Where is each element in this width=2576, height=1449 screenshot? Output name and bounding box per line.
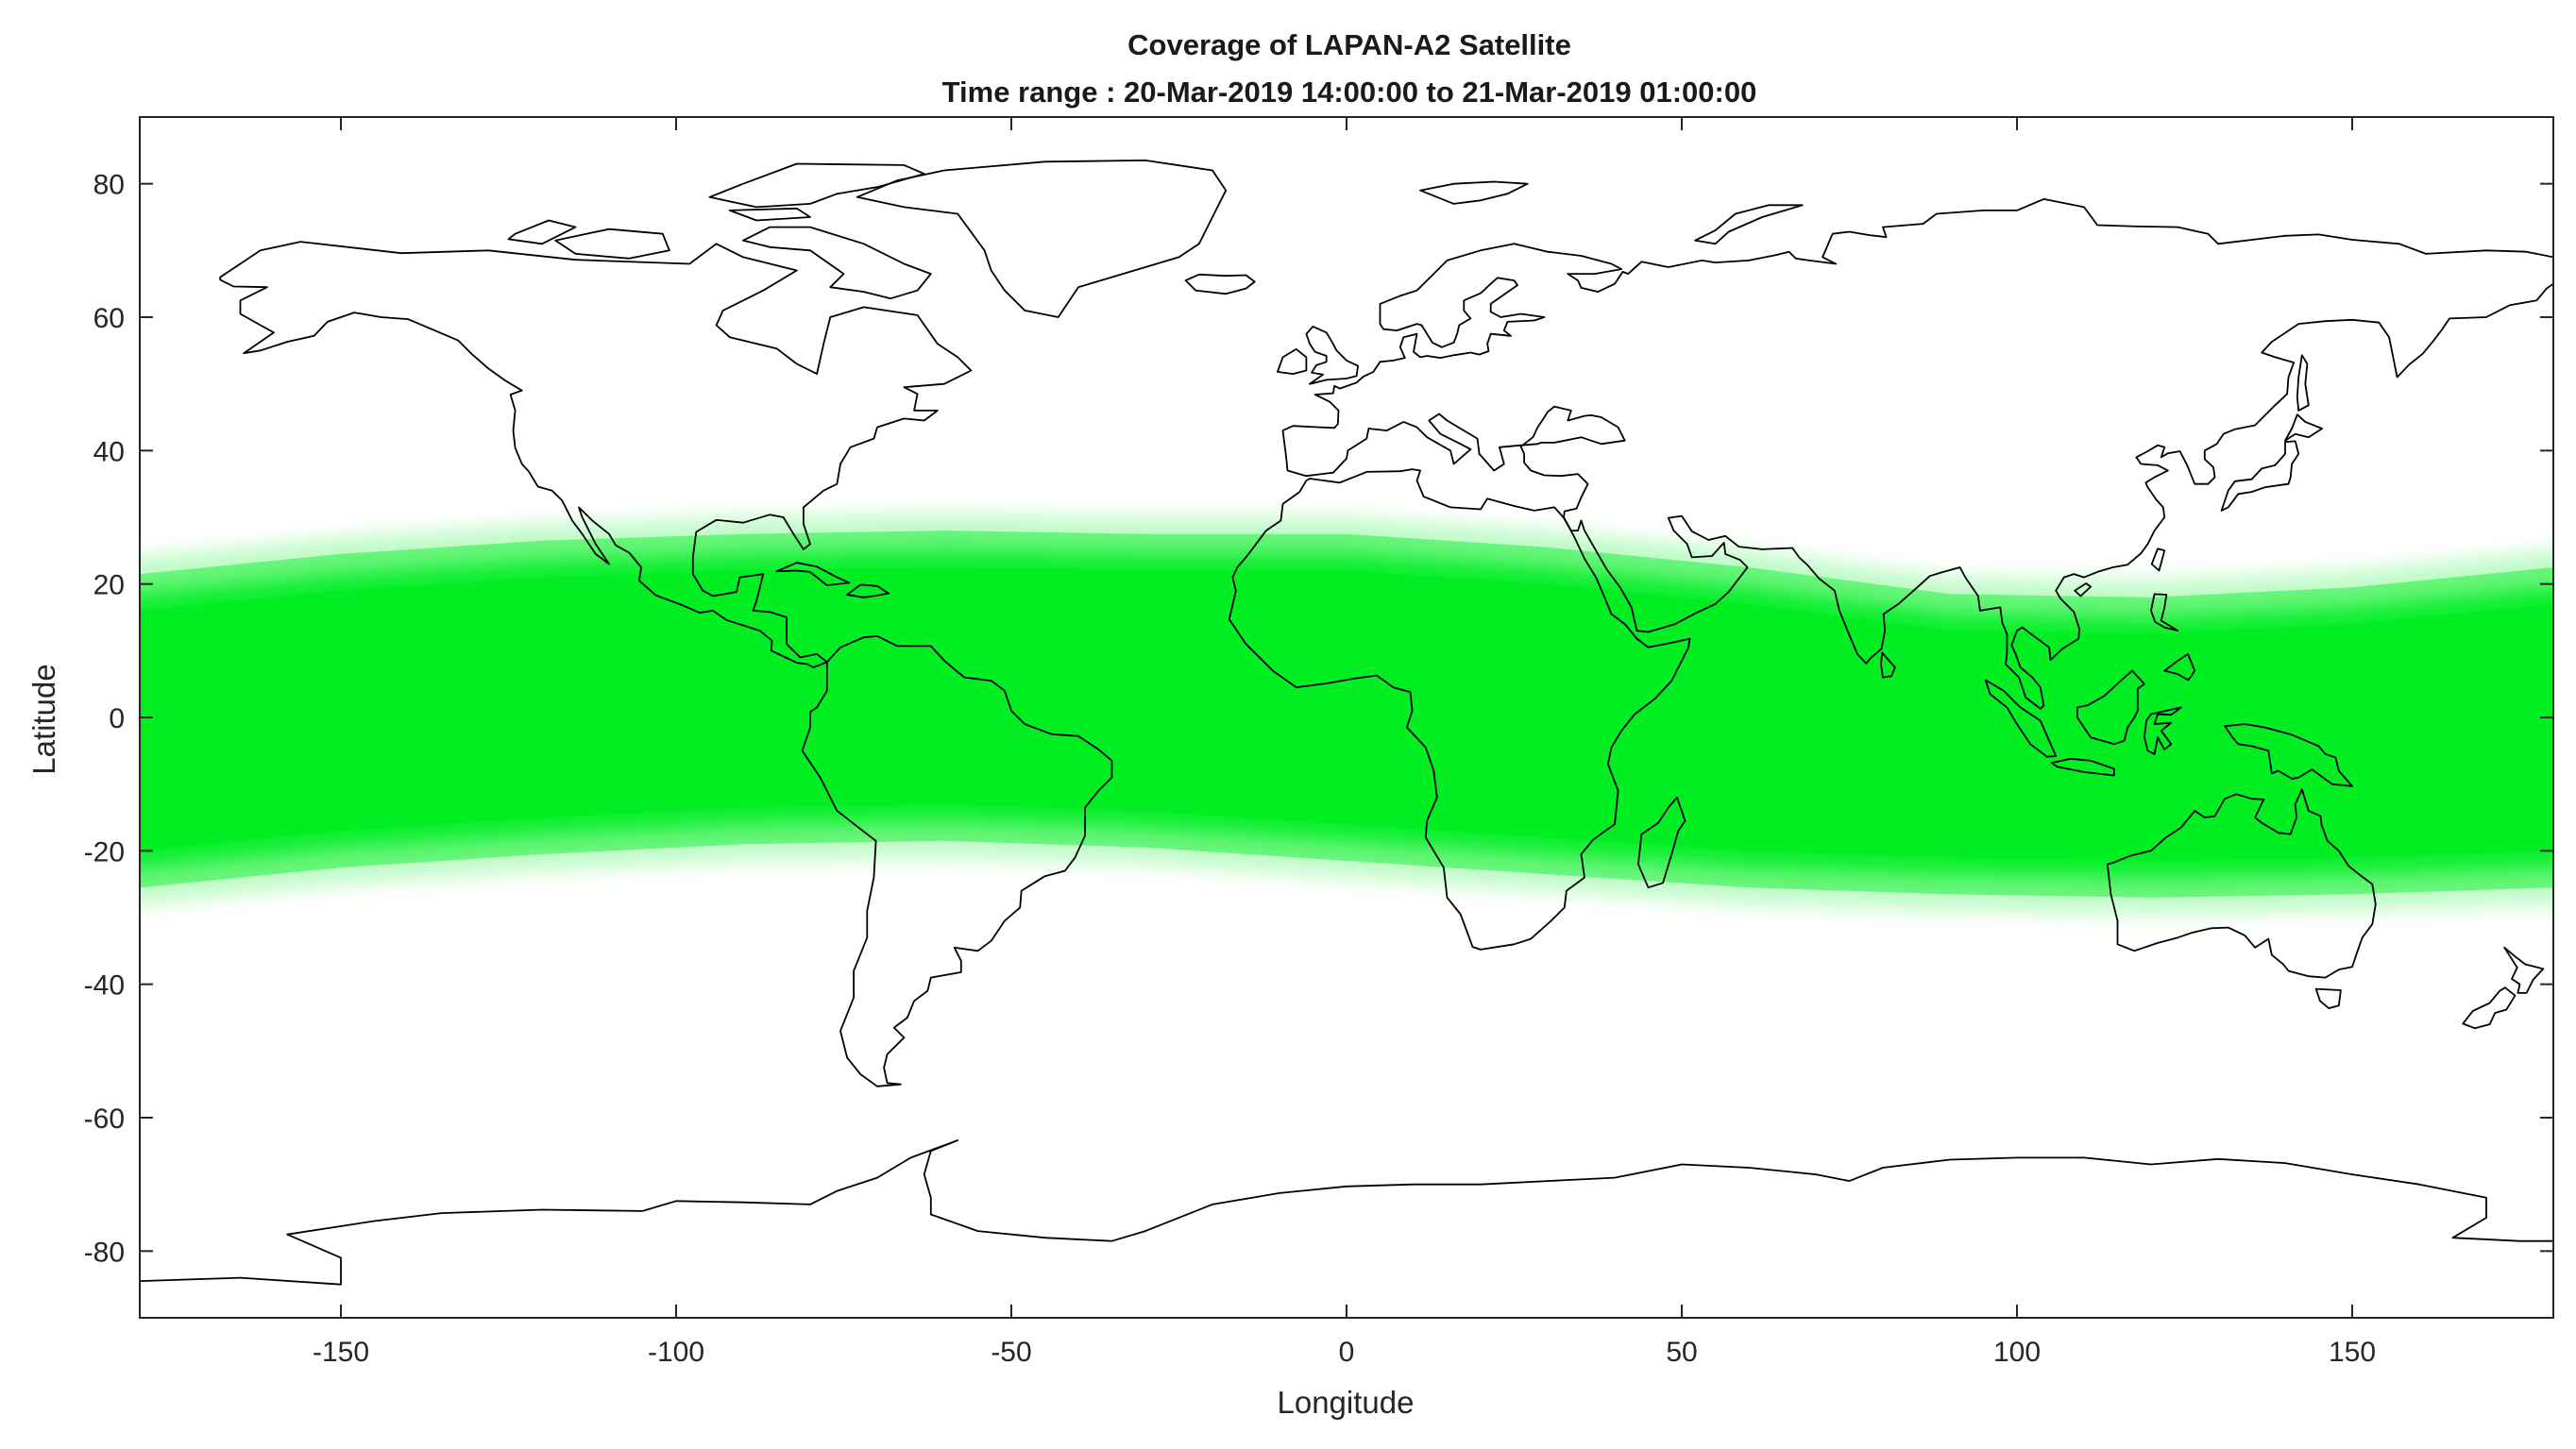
coastline-novaya-zemlya [1694,204,1804,245]
y-tick-label: 20 [93,570,125,601]
coastline-devon [728,207,811,222]
y-tick-label: -20 [84,836,125,868]
x-tick-label: 50 [1666,1337,1697,1368]
coastline-new-zealand-north [2503,946,2545,994]
coastline-philippines-mindanao [2163,653,2196,682]
coastline-sakhalin [2296,354,2310,412]
x-tick-label: -50 [991,1337,1031,1368]
coastline-new-guinea [2224,723,2353,787]
coastline-svalbard [1419,180,1529,205]
y-tick-label: 80 [93,170,125,201]
coastline-new-zealand-south [2462,986,2517,1030]
map-title: Coverage of LAPAN-A2 Satellite [1127,28,1571,61]
y-tick-label: -80 [84,1237,125,1268]
x-tick-label: -150 [313,1337,369,1368]
coastline-iceland [1184,273,1256,295]
y-axis-ticks: 80 60 40 20 0 -20 -40 -60 -80 [84,170,2553,1268]
y-tick-label: 60 [93,303,125,334]
coastline-baffin [742,226,932,300]
x-tick-label: 0 [1339,1337,1355,1368]
coastline-tasmania [2314,987,2342,1009]
coastline-madagascar [1637,796,1686,889]
coastline-ellesmere [708,162,925,209]
coverage-band [140,514,2553,915]
coastline-australia [2106,788,2377,979]
x-tick-label: -100 [648,1337,704,1368]
coastline-hokkaido [2284,413,2323,442]
coastline-taiwan [2150,548,2166,572]
coastline-sumatra [1984,679,2058,758]
coastline-north-america [219,241,973,668]
y-axis-label: Latitude [26,664,61,774]
coastline-antarctica [140,1139,2553,1286]
coastline-banks [507,219,577,245]
coverage-band-core [140,567,2553,861]
coastline-britain [1305,326,1359,385]
coastline-borneo [2076,669,2145,746]
x-tick-label: 150 [2329,1337,2376,1368]
coastline-ireland [1277,348,1308,375]
coastline-cuba [775,562,851,586]
coastline-hainan [2074,582,2092,598]
x-axis-ticks: -150 -100 -50 0 50 100 150 [313,117,2376,1368]
coastlines [140,160,2553,1286]
y-tick-label: 0 [109,703,125,734]
coastline-greenland [856,160,1228,318]
x-axis-label: Longitude [1278,1385,1415,1420]
plot-area [140,117,2553,1318]
coastline-sulawesi [2144,706,2182,755]
y-tick-label: -60 [84,1104,125,1135]
y-tick-label: -40 [84,970,125,1002]
coastline-victoria [554,227,670,260]
coastline-africa [1228,468,1691,951]
coastline-hispaniola [846,583,890,598]
coastline-eurasia [1281,198,2553,710]
coastline-philippines-luzon [2150,593,2179,632]
coastline-java [2051,757,2115,777]
y-tick-label: 40 [93,436,125,467]
coastline-south-america [801,634,1113,1087]
x-tick-label: 100 [1993,1337,2041,1368]
coastline-japan [2220,440,2300,512]
map-subtitle: Time range : 20-Mar-2019 14:00:00 to 21-… [942,76,1757,109]
coastline-sri-lanka [1880,651,1896,679]
